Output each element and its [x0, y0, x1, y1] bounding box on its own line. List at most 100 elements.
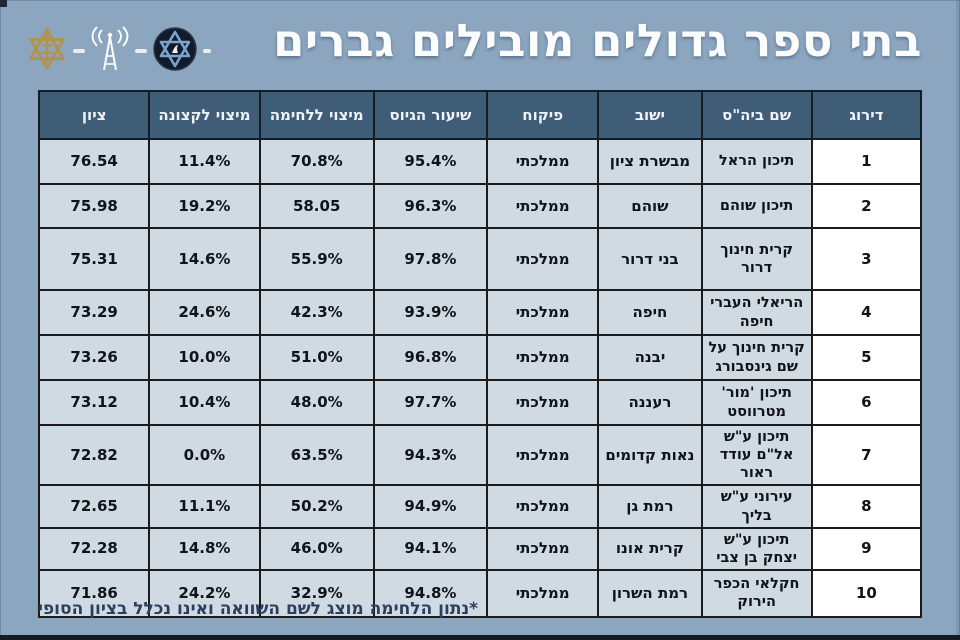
score-cell: 73.12 [37, 379, 151, 426]
school-name-cell: חקלאי הכפר הירוק [700, 568, 813, 618]
score-cell: 72.82 [37, 423, 151, 487]
supervision-cell: ממלכתי [486, 568, 600, 618]
supervision-cell: ממלכתי [486, 334, 600, 381]
header-rank: דירוג [810, 90, 923, 140]
combat-rate-cell: 63.5% [258, 423, 375, 487]
school-name-cell: עירוני ע"ש בליך [700, 484, 813, 529]
officer-rate-cell: 24.2% [148, 568, 261, 618]
page-title: בתי ספר גדולים מובילים גברים [273, 14, 922, 67]
supervision-cell: ממלכתי [486, 379, 600, 426]
supervision-cell: ממלכתי [486, 183, 600, 229]
supervision-cell: ממלכתי [486, 138, 600, 185]
city-cell: חיפה [597, 289, 703, 336]
enlistment-rate-cell: 97.7% [372, 379, 489, 426]
combat-rate-cell: 55.9% [258, 227, 375, 291]
school-name-cell: תיכון ע"ש יצחק בן צבי [700, 526, 813, 571]
city-cell: יבנה [597, 334, 703, 381]
combat-rate-cell: 70.8% [258, 138, 375, 185]
school-name-cell: תיכון שוהם [700, 183, 813, 229]
table-row: 7 תיכון ע"ש אל"ם עודד ראור נאות קדומים ממלכ… [37, 423, 923, 487]
score-cell: 73.26 [37, 334, 151, 381]
officer-rate-cell: 14.6% [148, 227, 261, 291]
officer-rate-cell: 10.0% [148, 334, 261, 381]
score-cell: 71.86 [37, 568, 151, 618]
city-cell: נאות קדומים [597, 423, 703, 487]
officer-rate-cell: 11.1% [148, 484, 261, 529]
corner-artifact [0, 0, 7, 7]
table-row: 10 חקלאי הכפר הירוק רמת השרון ממלכתי 94.8% 32… [37, 568, 923, 618]
logo-strip [26, 26, 211, 76]
school-name-cell: תיכון 'מור' מטרווסט [700, 379, 813, 426]
header-city: ישוב [597, 90, 703, 140]
score-cell: 75.98 [37, 183, 151, 229]
bottom-edge-bar [0, 635, 960, 640]
enlistment-rate-cell: 94.9% [372, 484, 489, 529]
officer-rate-cell: 10.4% [148, 379, 261, 426]
table-row: 6 תיכון 'מור' מטרווסט רעננה ממלכתי 97.7% 48.0… [37, 379, 923, 426]
enlistment-rate-cell: 93.9% [372, 289, 489, 336]
combat-rate-cell: 32.9% [258, 568, 375, 618]
combat-rate-cell: 50.2% [258, 484, 375, 529]
footnote: *נתון הלחימה מוצג לשם השוואה ואינו נכלל … [38, 599, 479, 619]
enlistment-rate-cell: 97.8% [372, 227, 489, 291]
school-name-cell: תיכון ע"ש אל"ם עודד ראור [700, 423, 813, 487]
rank-cell: 4 [810, 289, 923, 336]
supervision-cell: ממלכתי [486, 526, 600, 571]
table-header-row: דירוג שם ביה"ס ישוב פיקוח שיעור הגיוס מי… [37, 90, 923, 140]
combat-rate-cell: 58.05 [258, 183, 375, 229]
supervision-cell: ממלכתי [486, 423, 600, 487]
school-rankings-table: דירוג שם ביה"ס ישוב פיקוח שיעור הגיוס מי… [37, 90, 923, 618]
combat-rate-cell: 48.0% [258, 379, 375, 426]
officer-rate-cell: 24.6% [148, 289, 261, 336]
enlistment-rate-cell: 95.4% [372, 138, 489, 185]
separator-dash-icon [73, 49, 85, 53]
header-school-name: שם ביה"ס [700, 90, 813, 140]
score-cell: 75.31 [37, 227, 151, 291]
enlistment-rate-cell: 96.3% [372, 183, 489, 229]
table-row: 2 תיכון שוהם שוהם ממלכתי 96.3% 58.05 19.2% 75.9… [37, 183, 923, 229]
broadcast-antenna-icon [90, 26, 130, 76]
school-name-cell: הריאלי העברי חיפה [700, 289, 813, 336]
rank-cell: 2 [810, 183, 923, 229]
header-score: ציון [37, 90, 151, 140]
officer-rate-cell: 0.0% [148, 423, 261, 487]
city-cell: רמת גן [597, 484, 703, 529]
score-cell: 72.28 [37, 526, 151, 571]
school-name-cell: קרית חינוך על שם גינסבורג [700, 334, 813, 381]
score-cell: 72.65 [37, 484, 151, 529]
officer-rate-cell: 14.8% [148, 526, 261, 571]
rank-cell: 5 [810, 334, 923, 381]
header-combat-rate: מיצוי ללחימה [258, 90, 375, 140]
city-cell: רעננה [597, 379, 703, 426]
city-cell: בני דרור [597, 227, 703, 291]
army-radio-round-emblem-icon [152, 26, 198, 76]
header-officer-rate: מיצוי לקצונה [148, 90, 261, 140]
officer-rate-cell: 11.4% [148, 138, 261, 185]
header-supervision: פיקוח [486, 90, 600, 140]
table-row: 9 תיכון ע"ש יצחק בן צבי קרית אונו ממלכתי 94.… [37, 526, 923, 571]
city-cell: רמת השרון [597, 568, 703, 618]
supervision-cell: ממלכתי [486, 289, 600, 336]
rank-cell: 10 [810, 568, 923, 618]
separator-dash-icon [135, 49, 147, 53]
school-name-cell: תיכון הראל [700, 138, 813, 185]
enlistment-rate-cell: 96.8% [372, 334, 489, 381]
rank-cell: 3 [810, 227, 923, 291]
supervision-cell: ממלכתי [486, 484, 600, 529]
table-row: 3 קרית חינוך דרור בני דרור ממלכתי 97.8% 55.9%… [37, 227, 923, 291]
rank-cell: 1 [810, 138, 923, 185]
enlistment-rate-cell: 94.3% [372, 423, 489, 487]
rank-cell: 7 [810, 423, 923, 487]
separator-dash-icon [203, 49, 211, 53]
table-body: 1 תיכון הראל מבשרת ציון ממלכתי 95.4% 70.8% 11.… [37, 138, 923, 618]
combat-rate-cell: 51.0% [258, 334, 375, 381]
enlistment-rate-cell: 94.1% [372, 526, 489, 571]
score-cell: 76.54 [37, 138, 151, 185]
combat-rate-cell: 46.0% [258, 526, 375, 571]
city-cell: מבשרת ציון [597, 138, 703, 185]
rank-cell: 8 [810, 484, 923, 529]
officer-rate-cell: 19.2% [148, 183, 261, 229]
school-name-cell: קרית חינוך דרור [700, 227, 813, 291]
city-cell: קרית אונו [597, 526, 703, 571]
